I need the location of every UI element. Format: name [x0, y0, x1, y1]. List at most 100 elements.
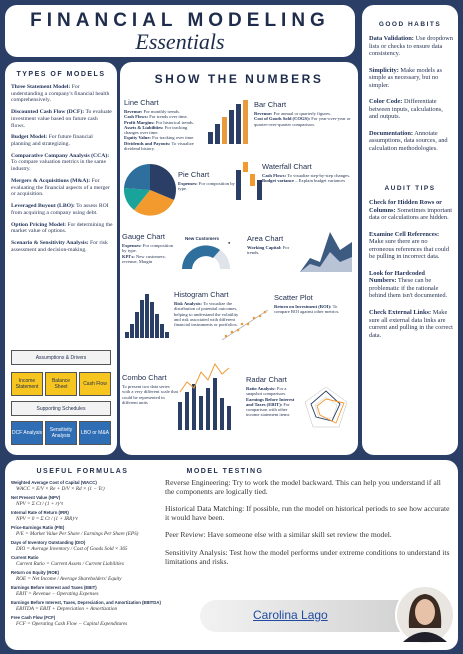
item: Profit Margins: For historical trends.: [124, 120, 198, 125]
paragraph: Reverse Engineering: Try to work the mod…: [165, 478, 441, 497]
author[interactable]: Carolina Lago: [253, 608, 328, 622]
item: Budget Model: For future financial plann…: [11, 134, 113, 147]
item-lead: Cost of Goods Sold (COGS):: [254, 116, 311, 122]
item: Leveraged Buyout (LBO): To assess ROI fr…: [11, 203, 113, 216]
item-text: For tracking changes over time.: [124, 124, 188, 136]
item-text: For monthly trends.: [142, 109, 180, 114]
flow-box: Sensitivity Analysis: [45, 421, 77, 445]
item-text: Make sure all external data links are cu…: [369, 309, 453, 339]
item-text: For determining the market value of opti…: [11, 221, 113, 235]
item-lead: Revenue:: [124, 109, 143, 114]
paragraph: Sensitivity Analysis: Test how the model…: [165, 547, 450, 566]
item: Cost of Goods Sold (COGS): For year-over…: [254, 116, 354, 127]
formula-name: Return on Equity (ROE): [11, 570, 59, 575]
formula: NPV = Σ Ct / (1 + r)^t: [16, 501, 63, 507]
item-text: Sometimes important data or calculations…: [369, 206, 453, 222]
item-lead: Ratio Analysis:: [246, 386, 276, 391]
item: Check External Links: Make sure all exte…: [369, 309, 453, 339]
formula-name: Days of Inventory Outstanding (DIO): [11, 540, 86, 545]
item: Working Capital: For trends.: [247, 245, 299, 256]
formula: NPV = 0 = Σ Ct / (1 + IRR)^t: [16, 516, 78, 522]
item-lead: Look for Hardcoded Numbers:: [369, 269, 425, 285]
histogram-thumb: [125, 294, 169, 338]
item-text: Annotate assumptions, data sources, and …: [369, 129, 448, 153]
item-text: Make models as simple as necessary, but …: [369, 66, 442, 89]
item: Documentation: Annotate assumptions, dat…: [369, 130, 453, 153]
item-text: For a snapshot comparison.: [246, 386, 287, 397]
area-thumb: [300, 232, 352, 272]
heading: AUDIT TIPS: [384, 185, 436, 192]
item-lead: Expenses:: [122, 243, 142, 248]
gauge-thumb: ●: [182, 240, 231, 269]
item: Revenue: For annual or quarterly figures…: [254, 111, 354, 116]
chart-block: Combo Chart To present two data series wi…: [122, 373, 178, 405]
formula: EBIT = Revenue − Operating Expenses: [16, 591, 99, 597]
chart-title: Line Chart: [124, 98, 159, 107]
item-lead: Expenses:: [178, 181, 198, 186]
item-text: For composition by type.: [122, 243, 174, 254]
charts-panel: SHOW THE NUMBERS ●: [120, 62, 358, 455]
item-lead: Budget Model:: [11, 134, 48, 141]
item: Comparative Company Analysis (CCA): To c…: [11, 153, 113, 173]
item-text: For future financial planning and strate…: [11, 134, 93, 148]
item: Cash Flows: For trends over time.: [124, 114, 198, 119]
item-lead: Mergers & Acquisitions (M&A):: [11, 177, 91, 184]
item: Discounted Cash Flow (DCF): To evaluate …: [11, 109, 113, 129]
formula-name: Price-Earnings Ratio (P/E): [11, 525, 65, 530]
item: Dividends and Payouts: To visualize divi…: [124, 141, 198, 152]
item-lead: Data Validation:: [369, 35, 414, 42]
item: Check for Hidden Rows or Columns: Someti…: [369, 199, 453, 222]
heading: SHOW THE NUMBERS: [154, 72, 324, 86]
chart-title: Area Chart: [247, 234, 284, 243]
flow-box: DCF Analysis: [11, 421, 43, 445]
item-text: To visualize step-by-step changes.: [286, 173, 351, 178]
flow-box: Assumptions & Drivers: [11, 350, 111, 365]
chart-title: Gauge Chart: [122, 232, 165, 241]
flow-box: Income Statement: [11, 372, 43, 396]
item-lead: Color Code:: [369, 98, 403, 106]
item-text: New customers; revenue, Margin: [122, 253, 166, 264]
item: KPI's: New customers; revenue, Margin: [122, 254, 176, 265]
item-text: For tracking over time.: [150, 135, 195, 141]
item: To present two data series with a very d…: [122, 384, 178, 405]
formula-name: Current Ratio: [11, 555, 39, 560]
list: Reverse Engineering: Try to work the mod…: [165, 478, 451, 574]
chart-block: Pie Chart Expenses: For composition by ty…: [178, 170, 236, 192]
author-pill: [200, 600, 430, 632]
list: Check for Hidden Rows or Columns: Someti…: [369, 199, 453, 348]
combo-thumb: [178, 362, 231, 430]
item: Look for Hardcoded Numbers: These can be…: [369, 270, 453, 300]
item-text: – Explain budget variances: [294, 178, 346, 184]
item-lead: Documentation:: [369, 129, 414, 137]
item-text: For comparison with other income stateme…: [246, 401, 290, 418]
item-text: To compare ROI against other metrics.: [274, 304, 340, 315]
formula-name: Free Cash Flow (FCF): [11, 615, 56, 620]
list: Data Validation: Use dropdown lists or c…: [369, 35, 453, 162]
chart-block: Bar Chart Revenue: For annual or quarterl…: [254, 100, 354, 127]
chart-title: Radar Chart: [246, 375, 287, 384]
item-lead: Profit Margins:: [124, 119, 155, 125]
item-text: Make sure there are no erroneous referen…: [369, 238, 450, 261]
chart-title: Waterfall Chart: [262, 162, 312, 171]
item: Option Pricing Model: For determining th…: [11, 222, 113, 235]
item: Simplicity: Make models as simple as nec…: [369, 67, 453, 90]
item-lead: Comparative Company Analysis (CCA):: [11, 152, 110, 159]
item-text: For trends.: [247, 245, 290, 256]
item-lead: Revenue:: [254, 111, 273, 116]
svg-text:●: ●: [228, 240, 231, 245]
item-text: To present two data series with a very d…: [122, 384, 178, 405]
item: Budget variance – Explain budget varianc…: [262, 178, 354, 183]
item: Three Statement Model: For understanding…: [11, 84, 113, 104]
item: Cash Flows: To visualize step-by-step ch…: [262, 173, 354, 178]
chart-block: Gauge Chart Expenses: For composition by …: [122, 232, 176, 264]
item-text: For understanding a company's financial …: [11, 84, 110, 104]
header: FINANCIAL MODELING Essentials: [5, 5, 355, 57]
item-lead: Risk Analysis:: [174, 301, 202, 306]
thumbnails: ●: [123, 100, 352, 430]
types-panel: TYPES OF MODELS Three Statement Model: F…: [5, 62, 117, 455]
item: Expenses: For composition by type.: [122, 243, 176, 254]
item-text: To compare valuation metrics in the same…: [11, 159, 106, 173]
item-text: For annual or quarterly figures.: [272, 111, 332, 116]
flow-box: LBO or M&A: [79, 421, 111, 445]
